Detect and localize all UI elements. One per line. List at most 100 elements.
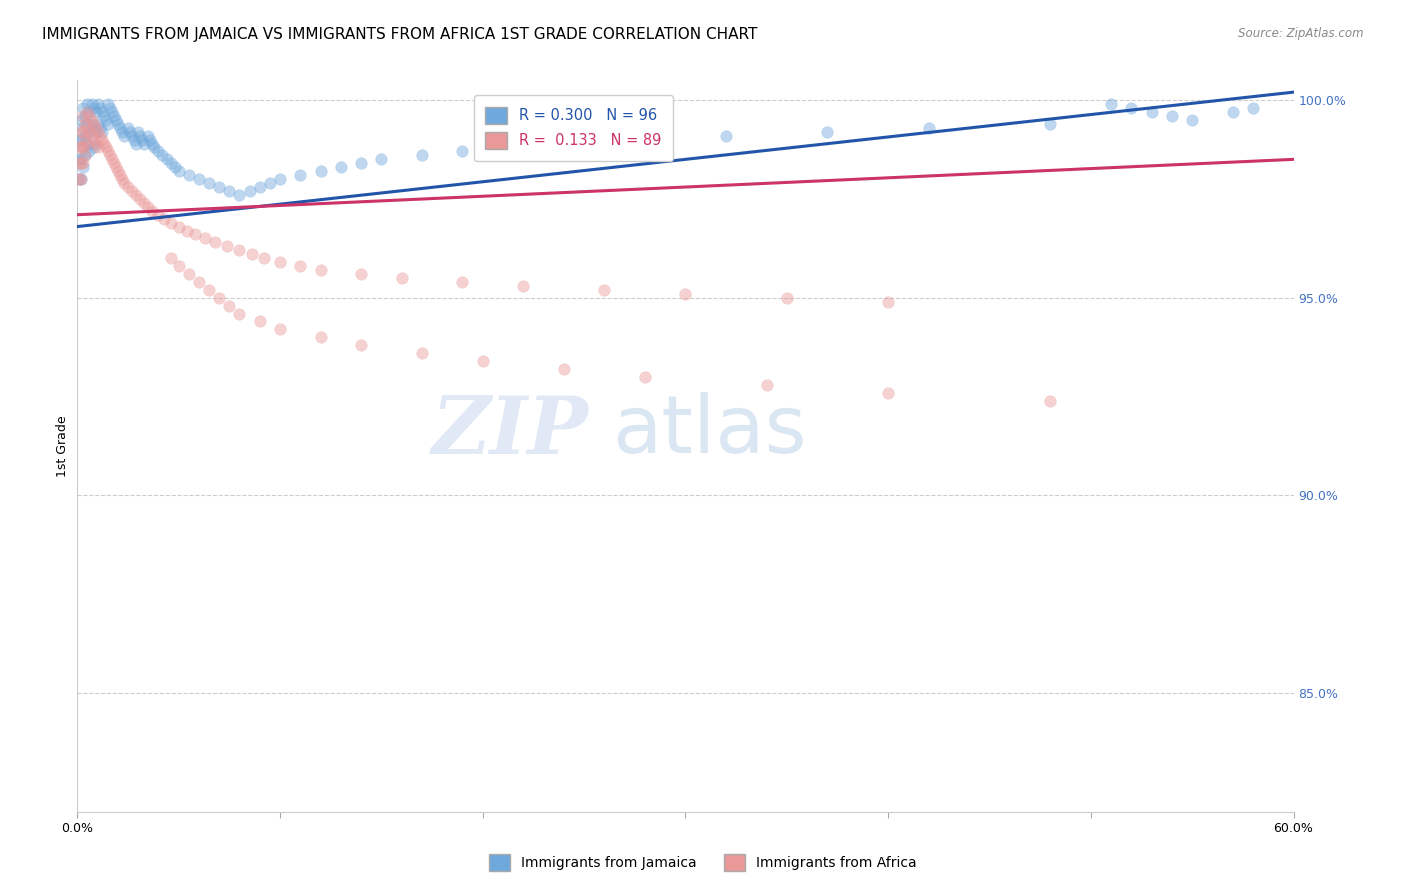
Point <box>98 148 121 162</box>
Point <box>136 128 159 143</box>
Point <box>329 161 352 175</box>
Point <box>148 208 170 222</box>
Point <box>70 172 93 186</box>
Point <box>249 180 271 194</box>
Point <box>259 176 281 190</box>
Point <box>79 104 101 119</box>
Text: Source: ZipAtlas.com: Source: ZipAtlas.com <box>1239 27 1364 40</box>
Point <box>98 101 121 115</box>
Point <box>391 271 413 285</box>
Point <box>117 180 139 194</box>
Point <box>269 172 291 186</box>
Point <box>84 125 107 139</box>
Point <box>141 136 163 151</box>
Point <box>72 140 94 154</box>
Point <box>634 132 657 146</box>
Point <box>107 117 129 131</box>
Point <box>370 153 392 167</box>
Text: IMMIGRANTS FROM JAMAICA VS IMMIGRANTS FROM AFRICA 1ST GRADE CORRELATION CHART: IMMIGRANTS FROM JAMAICA VS IMMIGRANTS FR… <box>42 27 758 42</box>
Point <box>1039 117 1062 131</box>
Legend: Immigrants from Jamaica, Immigrants from Africa: Immigrants from Jamaica, Immigrants from… <box>484 848 922 876</box>
Point <box>75 148 97 162</box>
Point <box>90 104 112 119</box>
Point <box>253 251 276 265</box>
Point <box>75 132 97 146</box>
Point <box>1161 109 1184 123</box>
Point <box>125 136 148 151</box>
Point <box>553 362 575 376</box>
Point <box>139 132 162 146</box>
Point <box>79 125 101 139</box>
Point <box>67 156 90 170</box>
Point <box>269 322 291 336</box>
Point <box>217 239 239 253</box>
Point <box>75 148 97 162</box>
Point <box>86 125 108 139</box>
Point <box>112 176 135 190</box>
Point <box>107 164 129 178</box>
Point <box>75 128 97 143</box>
Point <box>309 164 332 178</box>
Point <box>97 97 120 112</box>
Point <box>80 112 103 127</box>
Point <box>90 132 112 146</box>
Point <box>143 140 166 154</box>
Point <box>76 117 98 131</box>
Point <box>70 172 93 186</box>
Point <box>755 377 778 392</box>
Point <box>108 168 131 182</box>
Point <box>76 120 98 135</box>
Point <box>80 136 103 151</box>
Point <box>134 136 156 151</box>
Point <box>76 136 98 151</box>
Point <box>67 172 90 186</box>
Point <box>112 128 135 143</box>
Point <box>83 117 105 131</box>
Point <box>208 180 231 194</box>
Point <box>159 251 181 265</box>
Point <box>94 112 117 127</box>
Point <box>411 148 433 162</box>
Point <box>111 172 134 186</box>
Point <box>1121 101 1143 115</box>
Point <box>815 125 838 139</box>
Point <box>177 267 200 281</box>
Point <box>350 156 373 170</box>
Point <box>83 120 105 135</box>
Point <box>70 112 93 127</box>
Point <box>76 97 98 112</box>
Point <box>776 291 799 305</box>
Point <box>155 153 177 167</box>
Point <box>1140 104 1163 119</box>
Point <box>101 104 124 119</box>
Point <box>1099 97 1122 112</box>
Point <box>89 101 111 115</box>
Point <box>198 283 221 297</box>
Point <box>93 136 115 151</box>
Point <box>350 267 373 281</box>
Point <box>188 172 211 186</box>
Point <box>159 216 181 230</box>
Point <box>121 184 143 198</box>
Point <box>714 128 737 143</box>
Point <box>208 291 231 305</box>
Point <box>572 136 595 151</box>
Point <box>67 153 90 167</box>
Point <box>184 227 207 242</box>
Point <box>141 203 163 218</box>
Point <box>218 299 240 313</box>
Point <box>103 156 125 170</box>
Point <box>83 101 105 115</box>
Point <box>79 109 101 123</box>
Point <box>269 255 291 269</box>
Point <box>90 125 112 139</box>
Y-axis label: 1st Grade: 1st Grade <box>56 415 69 477</box>
Point <box>411 346 433 360</box>
Point <box>512 140 534 154</box>
Point <box>67 140 90 154</box>
Point <box>118 125 141 139</box>
Point <box>1222 104 1244 119</box>
Text: ZIP: ZIP <box>432 392 588 470</box>
Point <box>86 117 108 131</box>
Point <box>70 132 93 146</box>
